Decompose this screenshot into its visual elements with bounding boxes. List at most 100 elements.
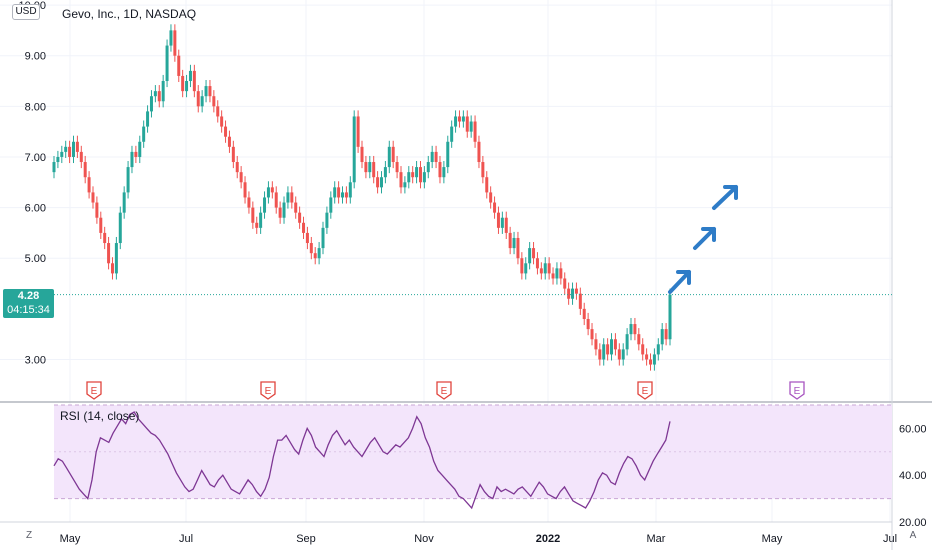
candle <box>341 186 345 204</box>
candle-body <box>212 96 216 107</box>
price-tick-label: 5.00 <box>25 253 46 265</box>
candle-body <box>469 121 473 132</box>
candle-body <box>578 293 582 309</box>
time-axis: May Jul Sep Nov 2022 Mar May Jul <box>60 533 897 545</box>
arrow-head <box>723 185 738 200</box>
candle-body <box>418 167 422 183</box>
candle-body <box>259 212 263 228</box>
candle-body <box>99 217 103 233</box>
candle <box>645 348 649 366</box>
candle-body <box>586 318 590 330</box>
candle-body <box>239 172 243 183</box>
candle <box>469 115 473 138</box>
earnings-marker[interactable]: E <box>86 381 102 400</box>
candle-body <box>169 30 173 46</box>
candle-body <box>434 151 438 163</box>
candle-body <box>649 359 653 365</box>
candle <box>407 166 411 189</box>
candle <box>286 186 290 209</box>
candle-body <box>266 187 270 198</box>
candle-body <box>426 162 430 173</box>
candle <box>602 338 606 366</box>
candle <box>461 110 465 128</box>
candle <box>259 206 263 234</box>
candle-body <box>656 344 660 355</box>
candle-body <box>383 167 387 178</box>
candle <box>555 262 559 285</box>
earnings-marker[interactable]: E <box>260 381 276 400</box>
candle <box>465 110 469 138</box>
candle <box>372 155 376 184</box>
candle <box>438 155 442 184</box>
candle-body <box>493 202 497 213</box>
candle <box>122 186 126 219</box>
candle-body <box>185 81 189 92</box>
candle-body <box>161 81 165 102</box>
candle <box>231 140 235 169</box>
candle <box>52 155 56 179</box>
candle <box>539 262 543 280</box>
candle <box>169 24 173 52</box>
candle-body <box>465 116 469 132</box>
earnings-marker[interactable]: E <box>436 381 452 400</box>
candle <box>578 287 582 315</box>
candle <box>586 312 590 336</box>
arrow-shaft <box>712 185 738 210</box>
candle-body <box>95 202 99 218</box>
candle-body <box>520 258 524 274</box>
candle <box>418 161 422 189</box>
candle-body <box>177 55 181 76</box>
candle-body <box>364 162 368 173</box>
candle-body <box>149 96 153 112</box>
forecast-arrow[interactable] <box>712 185 738 210</box>
candle-body <box>524 263 528 274</box>
candle-body <box>379 177 383 188</box>
candle-body <box>337 187 341 198</box>
candle <box>668 288 672 346</box>
candle-body <box>165 45 169 82</box>
candle-body <box>153 91 157 97</box>
candle <box>352 110 356 189</box>
earnings-marker-shape <box>260 381 276 400</box>
forecast-arrow[interactable] <box>668 270 691 294</box>
forecast-arrow[interactable] <box>693 227 716 250</box>
candle <box>606 338 610 361</box>
candle-body <box>368 162 372 173</box>
currency-label[interactable]: USD <box>12 4 40 20</box>
auto-scale-button[interactable]: A <box>904 528 922 544</box>
candle-body <box>64 146 68 152</box>
candle-body <box>645 354 649 360</box>
candle-body <box>500 217 504 228</box>
candle <box>247 191 251 214</box>
earnings-marker[interactable]: E <box>637 381 653 400</box>
candle-body <box>200 96 204 107</box>
candle <box>641 338 645 361</box>
zoom-button[interactable]: Z <box>20 528 38 544</box>
candle-body <box>302 222 306 233</box>
candle-body <box>535 258 539 269</box>
candle <box>508 226 512 255</box>
earnings-marker[interactable]: E <box>789 381 805 400</box>
price-tick-label: 8.00 <box>25 101 46 113</box>
candle-body <box>247 197 251 208</box>
candle <box>337 181 341 204</box>
candle-body <box>528 248 532 264</box>
candle-body <box>231 146 235 163</box>
candle <box>528 242 532 270</box>
candle-body <box>574 288 578 294</box>
bar-countdown: 04:15:34 <box>7 304 50 316</box>
candle-body <box>485 177 489 193</box>
candle <box>270 181 274 199</box>
time-tick-label: 2022 <box>536 533 560 545</box>
candle-body <box>446 141 450 168</box>
candle <box>613 333 617 356</box>
candle <box>493 196 497 219</box>
candle <box>360 140 364 169</box>
candle <box>625 328 629 356</box>
candle-body <box>227 136 231 147</box>
candle <box>142 120 146 148</box>
candle-body <box>294 202 298 213</box>
rsi-series <box>53 411 671 510</box>
